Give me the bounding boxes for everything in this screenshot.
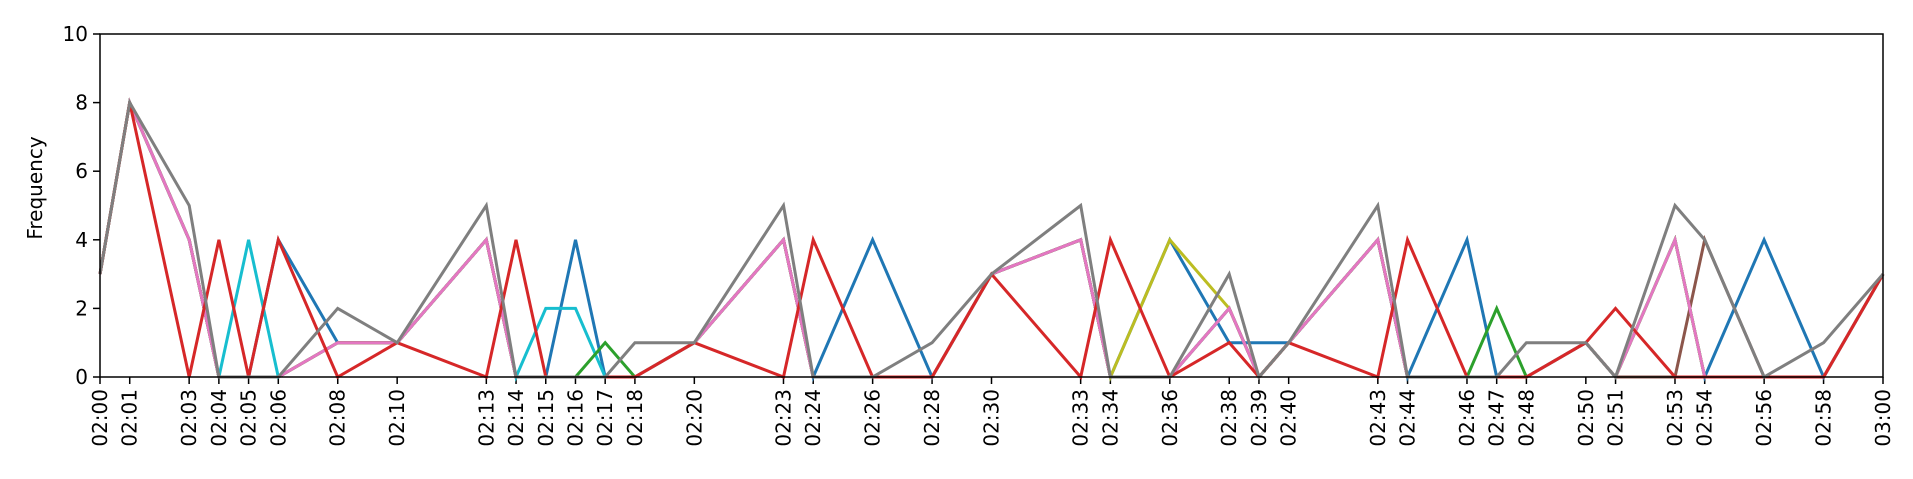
x-tick-label: 02:20 [682, 389, 706, 447]
x-axis: 02:00 02:01 02:03 02:04 02:05 02:06 02:08 02:10… [88, 377, 1895, 447]
y-tick-label: 10 [63, 22, 88, 46]
plot-area [98, 97, 1885, 382]
x-tick-label: 02:51 [1604, 389, 1628, 447]
x-tick-label: 02:24 [801, 389, 825, 447]
series-line-1 [98, 97, 1885, 382]
x-tick-label: 02:03 [177, 389, 201, 447]
x-tick-label: 02:10 [385, 389, 409, 447]
y-axis-label: Frequency [23, 136, 47, 239]
x-tick-label: 02:13 [474, 389, 498, 447]
x-tick-label: 02:38 [1217, 389, 1241, 447]
x-tick-label: 02:50 [1574, 389, 1598, 447]
x-tick-label: 02:01 [118, 389, 142, 447]
y-tick-label: 4 [75, 228, 88, 252]
x-tick-label: 02:54 [1693, 389, 1717, 447]
series-line-2 [98, 97, 1885, 382]
x-tick-label: 02:46 [1455, 389, 1479, 447]
x-tick-label: 02:16 [563, 389, 587, 447]
x-tick-label: 02:43 [1366, 389, 1390, 447]
x-tick-label: 02:23 [771, 389, 795, 447]
y-tick-label: 8 [75, 91, 88, 115]
series-line-3 [98, 97, 1885, 380]
plot-frame [99, 33, 1884, 378]
x-tick-label: 02:06 [266, 389, 290, 447]
y-axis: 0 2 4 6 8 10 [63, 22, 100, 389]
x-tick-label: 02:05 [237, 389, 261, 447]
x-tick-label: 02:47 [1485, 389, 1509, 447]
x-tick-label: 02:39 [1247, 389, 1271, 447]
x-tick-label: 02:08 [326, 389, 350, 447]
x-tick-label: 02:40 [1277, 389, 1301, 447]
x-tick-label: 02:36 [1158, 389, 1182, 447]
x-tick-label: 02:58 [1812, 389, 1836, 447]
x-tick-label: 02:26 [861, 389, 885, 447]
x-tick-label: 02:04 [207, 389, 231, 447]
series-line-4 [98, 97, 1885, 382]
x-tick-label: 02:18 [623, 389, 647, 447]
x-tick-label: 02:53 [1663, 389, 1687, 447]
x-tick-label: 02:00 [88, 389, 112, 447]
series-line-6 [98, 97, 1885, 380]
x-tick-label: 02:33 [1069, 389, 1093, 447]
x-tick-label: 02:15 [534, 389, 558, 447]
series-line-5 [98, 97, 1885, 380]
series-line-7 [98, 102, 1885, 381]
x-tick-label: 02:48 [1514, 389, 1538, 447]
y-tick-label: 0 [75, 365, 88, 389]
x-tick-label: 02:56 [1752, 389, 1776, 447]
x-tick-label: 03:00 [1871, 389, 1895, 447]
y-tick-label: 6 [75, 159, 88, 183]
y-tick-label: 2 [75, 296, 88, 320]
x-tick-label: 02:17 [593, 389, 617, 447]
series-line-8 [98, 98, 1885, 381]
x-tick-label: 02:30 [980, 389, 1004, 447]
x-tick-label: 02:44 [1396, 389, 1420, 447]
x-tick-label: 02:28 [920, 389, 944, 447]
x-tick-label: 02:34 [1098, 389, 1122, 447]
x-tick-label: 02:14 [504, 389, 528, 447]
